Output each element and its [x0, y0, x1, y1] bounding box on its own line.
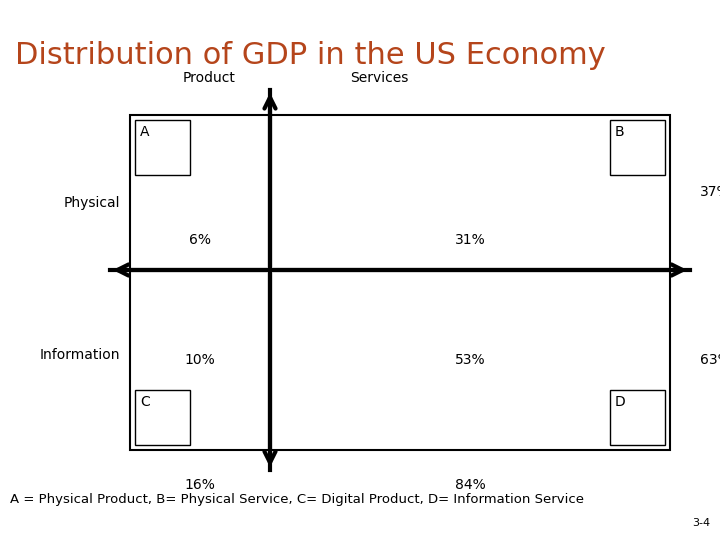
Text: 37%: 37% [700, 186, 720, 199]
Text: 16%: 16% [184, 478, 215, 492]
Text: Distribution of GDP in the US Economy: Distribution of GDP in the US Economy [15, 40, 606, 70]
Text: B: B [615, 125, 625, 139]
Bar [130, 115, 670, 450]
Text: 63%: 63% [700, 353, 720, 367]
Bar [135, 390, 190, 445]
Text: 3-4: 3-4 [692, 518, 710, 528]
Text: A: A [140, 125, 150, 139]
Text: Information: Information [40, 348, 120, 362]
Text: 6%: 6% [189, 233, 211, 247]
Text: 31%: 31% [454, 233, 485, 247]
Text: Services: Services [350, 71, 408, 85]
Text: Product: Product [182, 71, 235, 85]
Text: D: D [615, 395, 626, 409]
Text: A = Physical Product, B= Physical Service, C= Digital Product, D= Information Se: A = Physical Product, B= Physical Servic… [10, 494, 584, 507]
Text: 10%: 10% [184, 353, 215, 367]
Bar [135, 120, 190, 175]
Text: 53%: 53% [455, 353, 485, 367]
Text: C: C [140, 395, 150, 409]
Bar [610, 390, 665, 445]
Bar [610, 120, 665, 175]
Text: 84%: 84% [454, 478, 485, 492]
Text: Physical: Physical [63, 195, 120, 210]
